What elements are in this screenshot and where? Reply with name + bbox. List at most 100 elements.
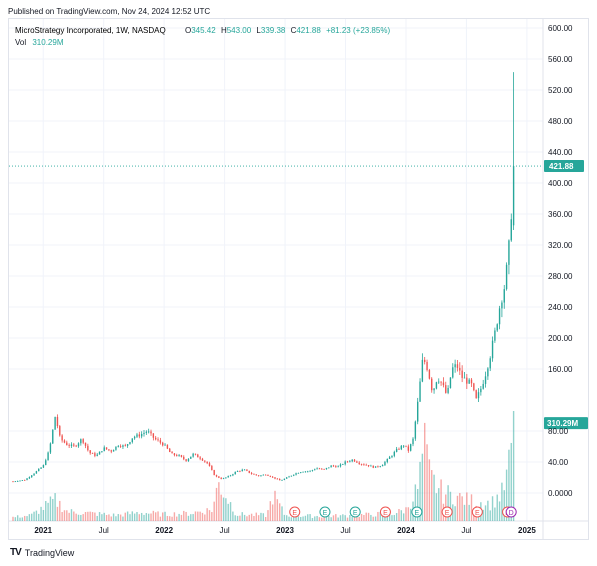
tradingview-logo-icon: TV (10, 547, 22, 558)
price-tick-label: 520.00 (548, 86, 573, 95)
volume-bar (131, 511, 134, 521)
candles (12, 72, 515, 483)
candle-body (229, 475, 232, 477)
price-tick-label: 480.00 (548, 117, 573, 126)
volume-bar (140, 512, 143, 521)
volume-bar (178, 513, 180, 521)
volume-bar (433, 474, 435, 521)
candle-body (80, 439, 82, 444)
candle-body (138, 434, 141, 437)
volume-bar (379, 512, 381, 521)
volume-bar (293, 513, 295, 521)
volume-bar (187, 515, 190, 521)
price-tick-label: 560.00 (548, 55, 573, 64)
candle-body (433, 388, 435, 391)
candle-body (496, 324, 498, 331)
candle-body (466, 377, 468, 384)
candle-body (136, 434, 138, 437)
candle-body (250, 472, 253, 474)
volume-bar (211, 512, 213, 521)
candlestick-chart[interactable]: 421.88 310.29M 600.00 560.00 520.00 480.00 44… (9, 19, 588, 539)
volume-bar (143, 514, 145, 521)
earnings-marker (289, 506, 301, 518)
legend: MicroStrategy Incorporated, 1W, NASDAQ O… (15, 26, 390, 47)
candle-body (295, 473, 297, 475)
volume-bar (393, 514, 396, 521)
candle-body (84, 442, 87, 446)
volume-bar (269, 501, 272, 521)
candle-body (370, 465, 372, 467)
price-tick-label: 0.0000 (548, 489, 573, 498)
candle-body (21, 480, 24, 481)
volume-bar (314, 516, 316, 521)
volume-bar (285, 515, 288, 521)
volume-bar (311, 517, 314, 521)
candle-body (353, 459, 356, 462)
volume-bar (414, 484, 417, 521)
volume-bar (374, 516, 377, 521)
volume-bar (402, 513, 405, 521)
candle-body (166, 444, 169, 449)
volume-bar (38, 513, 40, 521)
volume-bar (456, 495, 459, 521)
candle-body (171, 452, 173, 454)
candle-body (386, 458, 388, 462)
price-tick-label: 320.00 (548, 241, 573, 250)
candle-body (108, 449, 110, 451)
volume-bar (176, 516, 178, 521)
earnings-marker-label: E (445, 510, 450, 517)
candle-body (409, 444, 412, 451)
candle-body (293, 474, 295, 476)
volume-bar (351, 517, 353, 521)
candle-body (374, 466, 377, 468)
candle-body (424, 359, 426, 362)
volume-bar (491, 496, 494, 521)
candle-body (77, 443, 80, 447)
volume-bar (213, 501, 215, 521)
volume-bar (126, 511, 129, 521)
volume-badge (544, 417, 588, 430)
volume-bar (318, 517, 321, 521)
candle-body (346, 461, 349, 463)
volume-bar (243, 514, 246, 521)
price-tick-label: 360.00 (548, 210, 573, 219)
volume-bar (129, 514, 131, 521)
volume-bar (452, 504, 454, 521)
candle-body (290, 475, 293, 477)
volume-bar (466, 492, 468, 521)
chart-frame[interactable]: 421.88 310.29M 600.00 560.00 520.00 480.00 44… (8, 18, 589, 540)
earnings-markers: EEEEEEEED (289, 506, 517, 518)
volume-bar (222, 497, 225, 521)
volume-bar (297, 516, 300, 521)
candle-body (260, 475, 262, 477)
volume-bar (370, 514, 372, 521)
earnings-marker (379, 506, 391, 518)
volume-bar (227, 503, 229, 521)
price-tick-label: 160.00 (548, 365, 573, 374)
volume-bar (388, 513, 391, 521)
candle-body (16, 481, 19, 482)
candle-body (75, 445, 77, 447)
candle-body (199, 457, 201, 459)
volume-bar (84, 512, 87, 521)
candle-body (194, 453, 197, 455)
volume-bar (431, 470, 433, 521)
volume-bar (307, 514, 309, 521)
candle-body (31, 475, 33, 478)
volume-bar (260, 512, 262, 521)
candle-body (222, 478, 225, 480)
earnings-marker-label: E (475, 510, 480, 517)
volume-bar (241, 512, 243, 521)
candle-body (456, 364, 459, 368)
candle-body (416, 401, 419, 422)
candle-body (402, 445, 405, 447)
volume-bar (395, 513, 398, 521)
volume-bar (449, 491, 452, 521)
volume-bar (253, 515, 255, 521)
candle-body (512, 166, 515, 226)
volume-bar (510, 442, 512, 521)
candle-body (178, 455, 180, 456)
candle-body (255, 474, 257, 476)
candle-body (384, 461, 386, 466)
volume-bar (409, 508, 412, 521)
